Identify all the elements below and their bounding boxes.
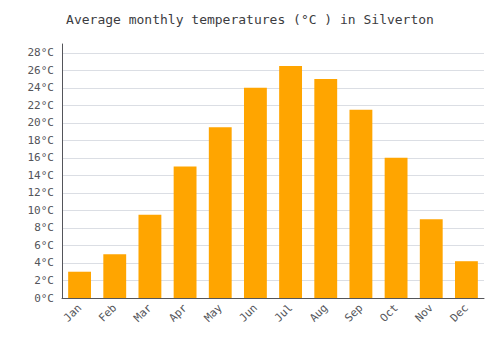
svg-text:22°C: 22°C [28,99,55,112]
svg-text:Jun: Jun [237,301,260,324]
svg-text:Sep: Sep [342,301,365,324]
svg-text:Feb: Feb [96,301,119,324]
svg-text:8°C: 8°C [34,221,54,234]
svg-text:26°C: 26°C [28,64,55,77]
svg-text:18°C: 18°C [28,134,55,147]
svg-text:4°C: 4°C [34,256,54,269]
svg-text:Dec: Dec [448,301,471,324]
svg-text:6°C: 6°C [34,239,54,252]
svg-text:2°C: 2°C [34,274,54,287]
svg-text:12°C: 12°C [28,186,55,199]
svg-text:Aug: Aug [307,301,330,324]
svg-text:Oct: Oct [377,301,400,324]
svg-text:0°C: 0°C [34,292,54,305]
svg-text:28°C: 28°C [28,46,55,59]
svg-text:10°C: 10°C [28,204,55,217]
svg-text:May: May [202,301,225,324]
svg-text:Apr: Apr [166,301,189,324]
svg-text:Mar: Mar [131,301,154,324]
svg-text:Jul: Jul [272,301,295,324]
svg-text:16°C: 16°C [28,151,55,164]
svg-text:Nov: Nov [413,301,436,324]
svg-text:Jan: Jan [61,301,84,324]
svg-text:24°C: 24°C [28,81,55,94]
svg-text:20°C: 20°C [28,116,55,129]
svg-text:Average monthly temperatures (: Average monthly temperatures (°C ) in Si… [66,12,434,27]
svg-text:14°C: 14°C [28,169,55,182]
